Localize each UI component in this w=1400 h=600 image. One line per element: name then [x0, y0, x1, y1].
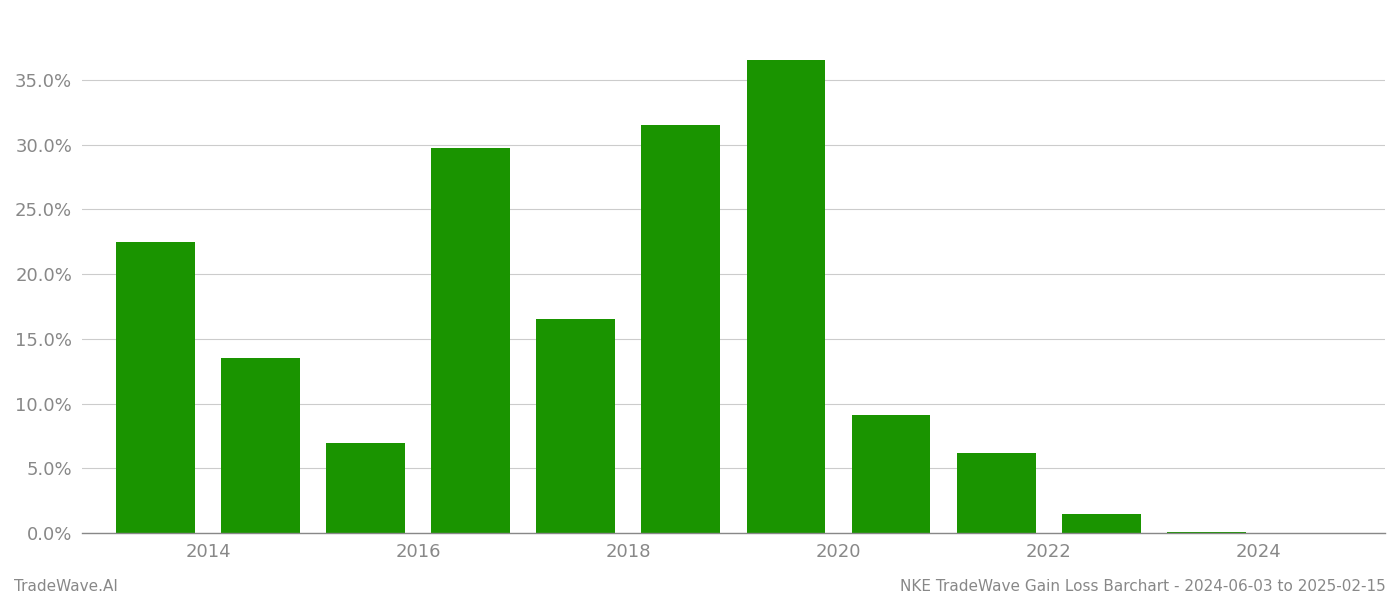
Bar: [326, 443, 405, 533]
Bar: [1061, 514, 1141, 533]
Bar: [1168, 532, 1246, 533]
Text: TradeWave.AI: TradeWave.AI: [14, 579, 118, 594]
Text: NKE TradeWave Gain Loss Barchart - 2024-06-03 to 2025-02-15: NKE TradeWave Gain Loss Barchart - 2024-…: [900, 579, 1386, 594]
Bar: [221, 358, 300, 533]
Bar: [536, 319, 615, 533]
Bar: [641, 125, 720, 533]
Bar: [746, 61, 826, 533]
Bar: [956, 453, 1036, 533]
Bar: [851, 415, 931, 533]
Bar: [431, 148, 510, 533]
Bar: [116, 242, 195, 533]
